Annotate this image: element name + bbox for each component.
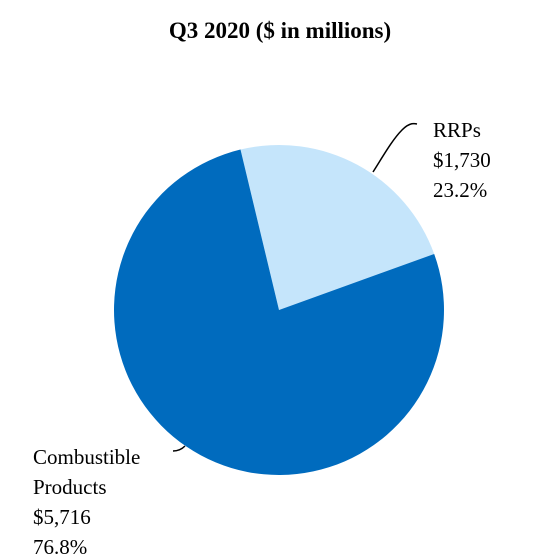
slice-label-combustible-products-name-1: Combustible <box>33 445 140 469</box>
slice-label-combustible-products-value: $5,716 <box>33 505 91 529</box>
leader-lines <box>172 122 418 452</box>
pie-slice-combustible-products <box>113 149 445 475</box>
slice-label-combustible-products-percent: 76.8% <box>33 535 87 559</box>
leader-line-rrps <box>372 122 418 173</box>
slice-label-rrps-value: $1,730 <box>433 148 491 172</box>
pie-slice-rrps <box>240 145 435 310</box>
leader-line-combustible-products <box>172 445 186 452</box>
slice-label-rrps-percent: 23.2% <box>433 178 487 202</box>
slice-label-combustible-products-name-2: Products <box>33 475 107 499</box>
slice-label-rrps-name-1: RRPs <box>433 118 481 142</box>
chart-title: Q3 2020 ($ in millions) <box>168 18 392 43</box>
pie-slices <box>113 145 445 475</box>
slice-labels: RRPs $1,730 23.2% Combustible Products $5,716… <box>33 118 491 559</box>
